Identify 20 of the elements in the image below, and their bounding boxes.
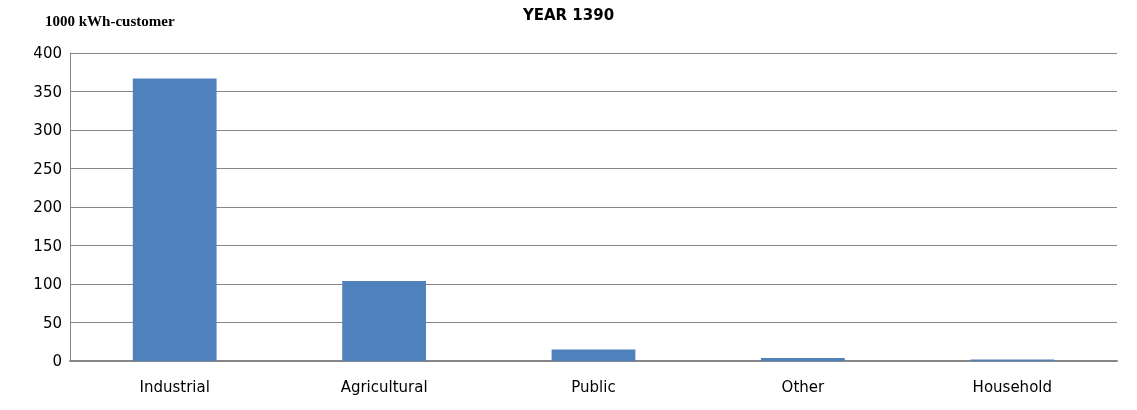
x-tick-label: Other (781, 377, 826, 396)
x-tick-label: Agricultural (340, 377, 428, 396)
bar (132, 78, 217, 361)
bar (342, 280, 426, 361)
y-tick-label: 400 (33, 44, 62, 62)
y-tick-label: 250 (33, 159, 62, 178)
x-tick-label: Industrial (139, 377, 210, 396)
bar (551, 349, 636, 361)
chart-title: YEAR 1390 (521, 5, 615, 24)
x-tick-label: Household (972, 377, 1052, 396)
x-tick-label: Public (571, 377, 616, 396)
y-tick-label: 150 (33, 236, 62, 255)
y-tick-label: 0 (52, 352, 62, 370)
y-tick-label: 300 (33, 121, 62, 139)
bar (761, 357, 845, 361)
y-tick-label: 350 (33, 82, 62, 101)
y-tick-label: 50 (42, 313, 62, 332)
y-axis-title: 1000 kWh-customer (45, 12, 175, 29)
y-tick-label: 100 (33, 275, 62, 293)
y-tick-label: 200 (33, 198, 62, 216)
